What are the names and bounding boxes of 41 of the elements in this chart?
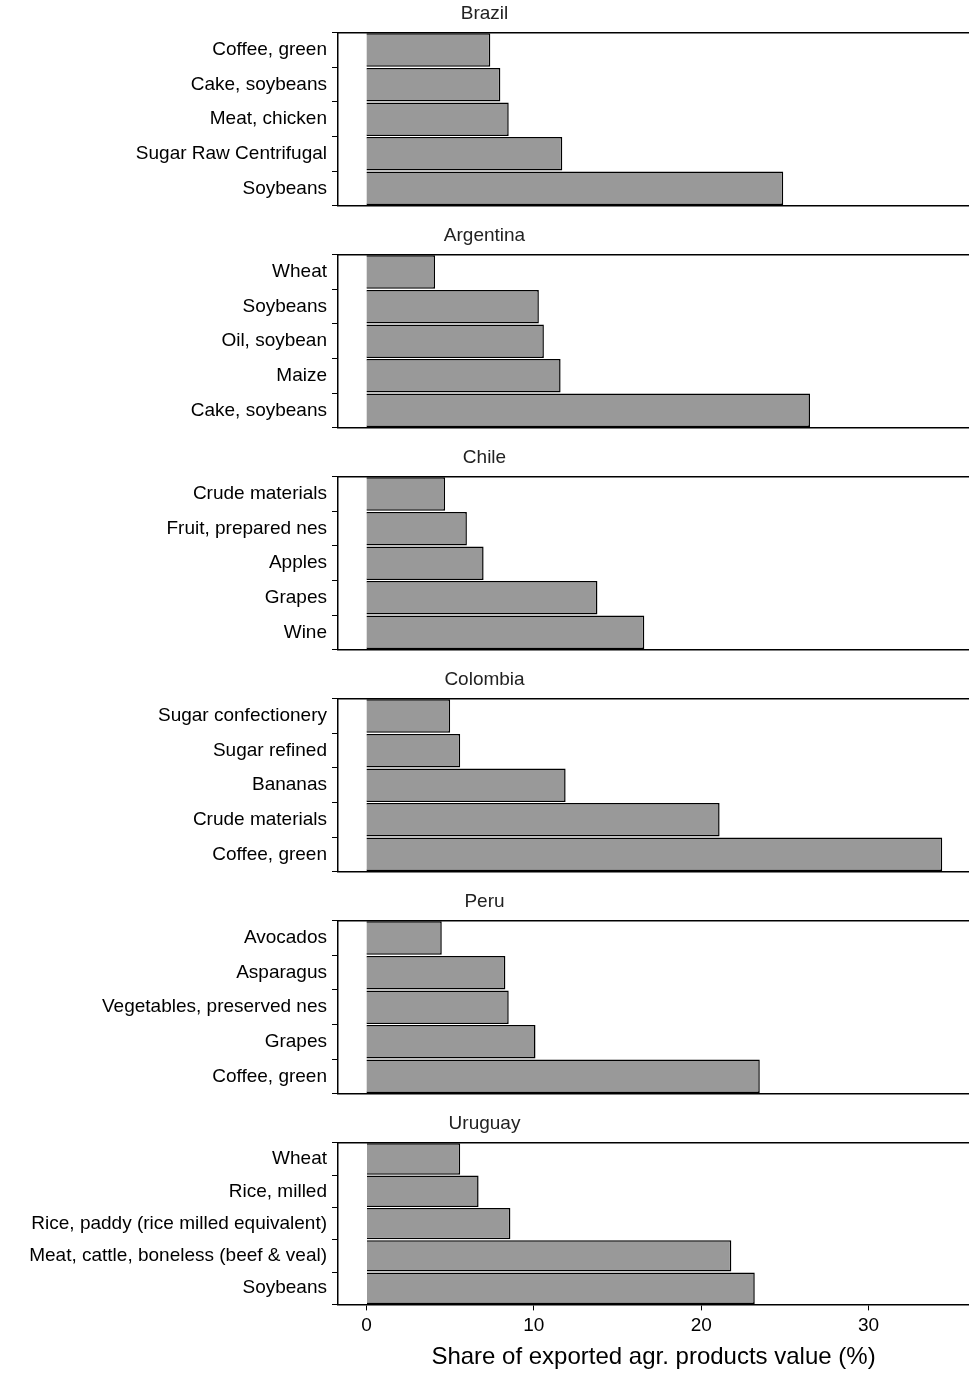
y-tick-label: Oil, soybean <box>221 329 327 351</box>
y-tick-label: Coffee, green <box>212 1064 327 1086</box>
y-tick-label: Asparagus <box>236 960 327 982</box>
chart-title: Uruguay <box>448 1111 521 1133</box>
y-tick-label: Meat, cattle, boneless (beef & veal) <box>29 1244 327 1266</box>
y-tick-label: Fruit, prepared nes <box>166 516 327 538</box>
chart-title: Colombia <box>444 667 526 689</box>
y-tick-label: Soybeans <box>242 1276 327 1298</box>
y-tick-label: Cake, soybeans <box>190 398 327 420</box>
x-tick-label: 10 <box>523 1314 545 1336</box>
x-tick-label: 30 <box>858 1314 880 1336</box>
y-tick-label: Rice, paddy (rice milled equivalent) <box>31 1211 327 1233</box>
y-tick-label: Apples <box>268 551 327 573</box>
chart-title: Chile <box>462 445 507 467</box>
y-tick-label: Sugar refined <box>212 738 327 760</box>
y-tick-label: Maize <box>276 363 327 385</box>
y-tick-label: Sugar confectionery <box>158 704 328 726</box>
chart-title: Peru <box>464 889 505 911</box>
y-tick-label: Wheat <box>272 260 328 282</box>
y-tick-label: Cake, soybeans <box>190 72 327 94</box>
x-tick-label: 0 <box>361 1314 372 1336</box>
y-tick-label: Vegetables, preserved nes <box>102 995 327 1017</box>
x-tick-label: 20 <box>690 1314 712 1336</box>
y-tick-label: Soybeans <box>242 176 327 198</box>
y-tick-label: Coffee, green <box>212 842 327 864</box>
y-tick-label: Soybeans <box>242 294 327 316</box>
y-tick-label: Avocados <box>243 926 327 948</box>
y-tick-label: Crude materials <box>192 482 327 504</box>
y-tick-label: Wheat <box>272 1147 328 1169</box>
y-tick-label: Coffee, green <box>212 38 327 60</box>
y-tick-label: Crude materials <box>192 807 327 829</box>
chart-title: Argentina <box>443 223 526 245</box>
y-tick-label: Sugar Raw Centrifugal <box>135 141 327 163</box>
y-tick-label: Wine <box>283 620 327 642</box>
chart-title: Brazil <box>460 1 509 23</box>
y-tick-label: Grapes <box>264 1029 327 1051</box>
y-tick-label: Bananas <box>251 773 327 795</box>
y-tick-label: Grapes <box>264 585 327 607</box>
y-tick-label: Rice, milled <box>228 1179 327 1201</box>
x-axis-title: Share of exported agr. products value (%) <box>431 1342 876 1370</box>
y-tick-label: Meat, chicken <box>209 107 327 129</box>
